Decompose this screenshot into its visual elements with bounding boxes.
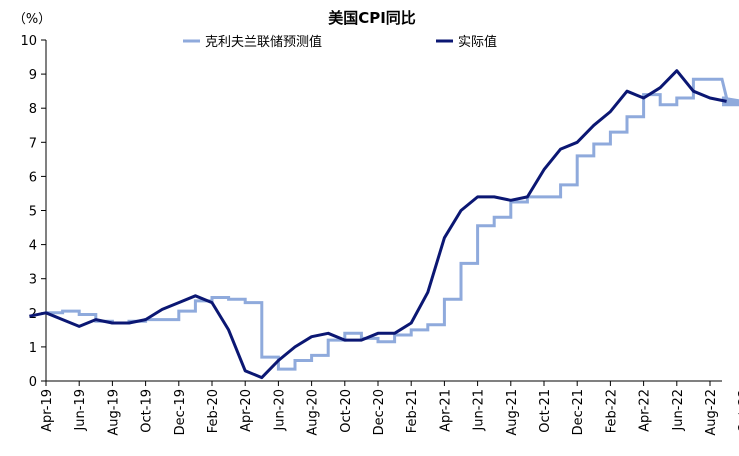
x-tick-label: Apr-20 [239, 389, 254, 432]
series-line-forecast [46, 77, 739, 371]
chart-title: 美国CPI同比 [328, 9, 416, 27]
x-tick-label: Dec-20 [372, 389, 387, 435]
y-tick-label: 6 [29, 170, 37, 185]
y-tick-label: 4 [29, 239, 37, 254]
y-tick-label: 3 [29, 273, 37, 288]
x-tick-label: Feb-21 [405, 389, 420, 433]
x-tick-label: Oct-19 [140, 389, 155, 433]
x-tick-label: Dec-19 [173, 389, 188, 435]
y-tick-label: 8 [29, 102, 37, 117]
x-tick-label: Aug-21 [505, 389, 520, 436]
x-tick-label: Feb-20 [206, 389, 221, 433]
x-tick-label: Apr-19 [40, 389, 55, 432]
x-tick-label: Jun-22 [671, 389, 686, 432]
x-tick-label: Oct-22 [737, 389, 739, 433]
legend-label-actual: 实际值 [458, 34, 497, 50]
x-tick-label: Dec-21 [571, 389, 586, 435]
y-tick-label: 0 [29, 375, 37, 390]
x-tick-label: Oct-21 [538, 389, 553, 433]
x-axis: Apr-19 Jun-19 Aug-19 Oct-19 Dec-19 Feb-20 Apr-… [40, 380, 739, 436]
y-tick-label: 1 [29, 341, 37, 356]
y-tick-label: 9 [29, 68, 37, 83]
x-tick-label: Aug-22 [704, 389, 719, 436]
x-tick-label: Jun-21 [472, 389, 487, 432]
y-tick-label: 5 [29, 205, 37, 220]
series-line-actual [29, 69, 727, 380]
y-unit-label: （%） [13, 12, 51, 27]
x-tick-label: Aug-20 [306, 389, 321, 436]
x-tick-label: Jun-19 [73, 389, 88, 432]
y-tick-label: 10 [20, 34, 37, 49]
series-layer [29, 69, 739, 380]
x-tick-label: Feb-22 [604, 389, 619, 433]
x-tick-label: Apr-22 [638, 389, 653, 432]
x-tick-label: Oct-20 [339, 389, 354, 433]
y-tick-label: 7 [29, 136, 37, 151]
legend: 克利夫兰联储预测值 实际值 [183, 34, 497, 50]
x-tick-label: Apr-21 [438, 389, 453, 432]
legend-label-forecast: 克利夫兰联储预测值 [205, 34, 322, 50]
x-tick-label: Jun-20 [272, 389, 287, 432]
x-tick-label: Aug-19 [106, 389, 121, 436]
